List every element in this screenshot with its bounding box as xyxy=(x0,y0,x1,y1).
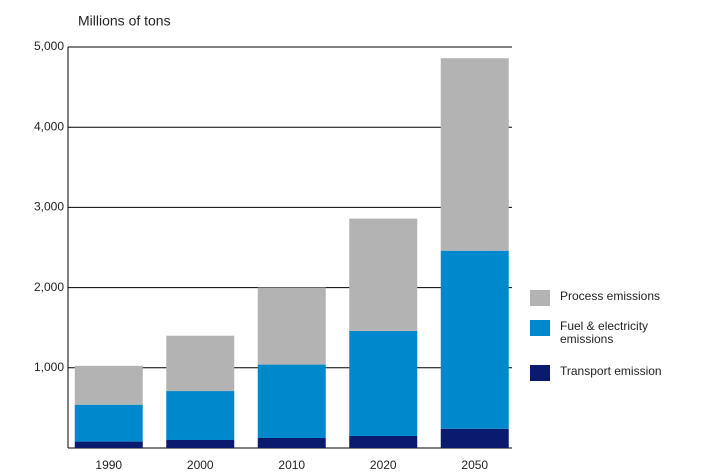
legend-item: Transport emission xyxy=(530,365,685,381)
legend-item: Fuel & electricity emissions xyxy=(530,320,685,346)
bar-segment xyxy=(74,365,143,405)
bar-segment xyxy=(257,287,326,365)
bar-segment xyxy=(349,330,418,436)
bar-segment xyxy=(166,335,235,392)
bar-segment xyxy=(257,437,326,448)
legend-label: Transport emission xyxy=(560,364,662,378)
x-tick-label: 2010 xyxy=(278,458,305,472)
y-tick-label: 4,000 xyxy=(34,119,64,133)
bar-segment xyxy=(166,391,235,440)
x-tick-label: 2050 xyxy=(461,458,488,472)
legend-swatch xyxy=(530,365,550,381)
legend-item: Process emissions xyxy=(530,290,685,306)
legend-swatch xyxy=(530,320,550,336)
legend-label: Process emissions xyxy=(560,289,661,303)
y-tick-label: 5,000 xyxy=(34,39,64,53)
bar-segment xyxy=(349,218,418,331)
bar-segment xyxy=(349,435,418,448)
y-tick-label: 1,000 xyxy=(34,360,64,374)
x-tick-label: 1990 xyxy=(95,458,122,472)
bar-segment xyxy=(440,428,509,448)
x-tick-label: 2000 xyxy=(187,458,214,472)
bar-segment xyxy=(440,250,509,429)
legend-swatch xyxy=(530,290,550,306)
y-axis-label: Millions of tons xyxy=(78,13,171,29)
bar-segment xyxy=(257,364,326,438)
bar-segment xyxy=(166,439,235,448)
x-tick-label: 2020 xyxy=(370,458,397,472)
y-tick-label: 2,000 xyxy=(34,280,64,294)
bar-segment xyxy=(440,58,509,251)
legend-label: Fuel & electricity emissions xyxy=(560,319,649,346)
y-tick-label: 3,000 xyxy=(34,200,64,214)
bar-segment xyxy=(74,404,143,442)
bar-segment xyxy=(74,441,143,448)
